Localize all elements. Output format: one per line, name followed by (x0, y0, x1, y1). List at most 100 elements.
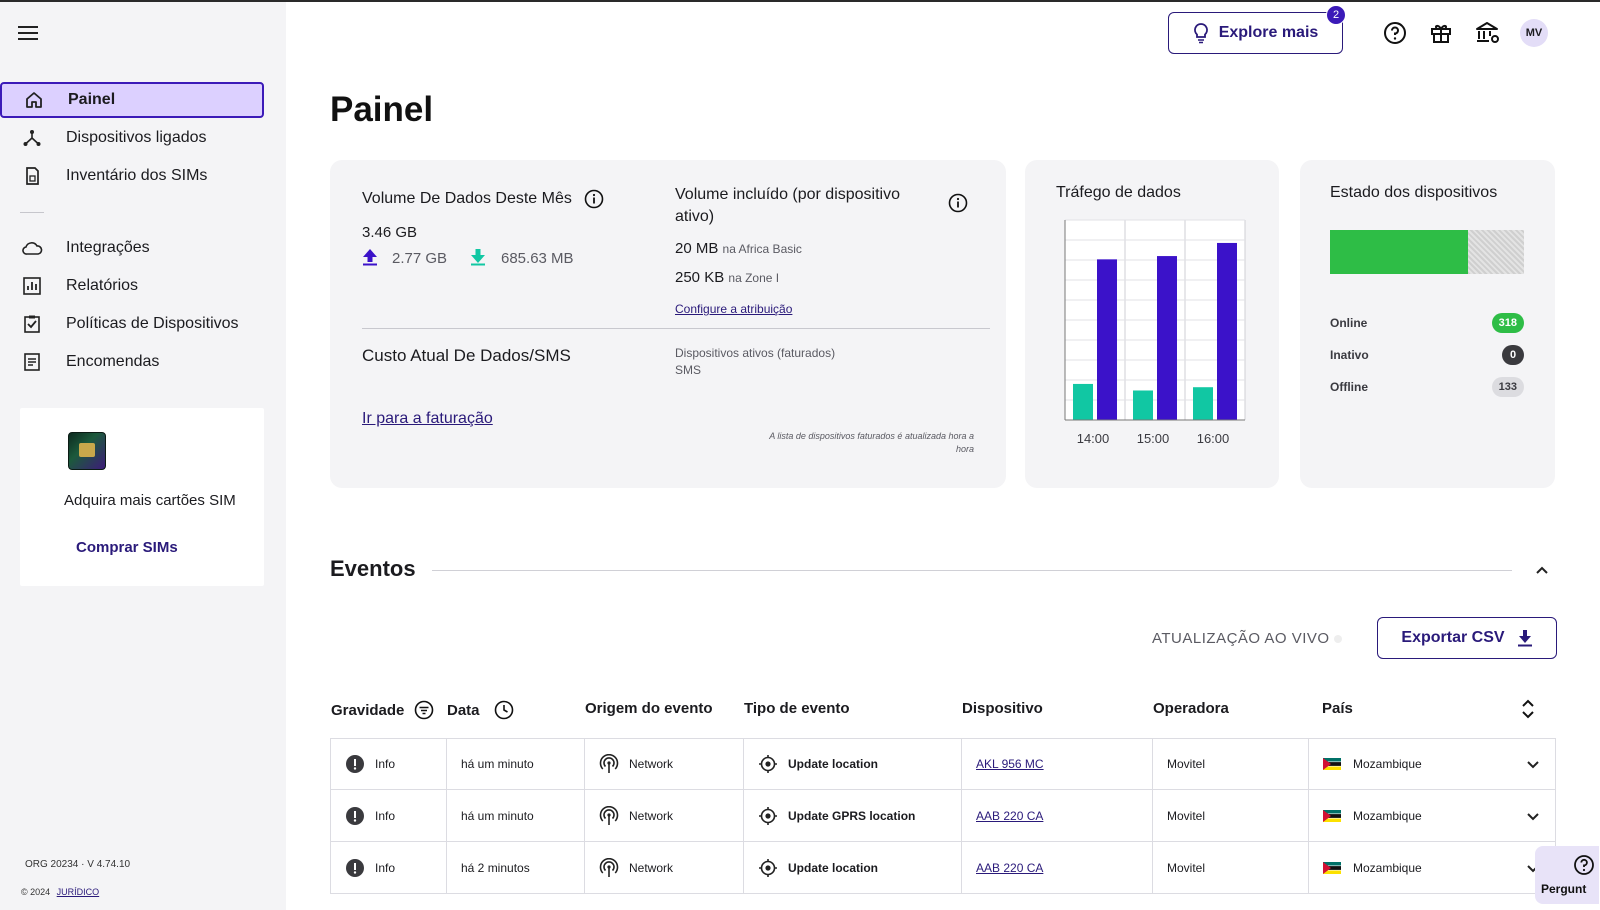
sidebar-item-relatorios[interactable]: Relatórios (0, 268, 265, 304)
sidebar-item-inventario[interactable]: Inventário dos SIMs (0, 158, 265, 194)
sidebar-item-label: Painel (68, 91, 116, 108)
export-csv-label: Exportar CSV (1401, 629, 1505, 646)
column-header-origin[interactable]: Origem do evento (585, 700, 713, 717)
column-header-device[interactable]: Dispositivo (962, 700, 1043, 717)
sidebar-item-label: Dispositivos ligados (66, 129, 207, 146)
promo-text: Adquira mais cartões SIM (64, 492, 236, 509)
column-header-type[interactable]: Tipo de evento (744, 700, 850, 717)
legal-link[interactable]: JURÍDICO (56, 887, 100, 897)
sidebar-item-painel[interactable]: Painel (0, 82, 264, 118)
data-usage-card: Volume De Dados Deste Mês 3.46 GB 2.77 G… (330, 160, 1006, 488)
device-link[interactable]: AAB 220 CA (976, 860, 1044, 875)
live-update-indicator[interactable] (1334, 635, 1342, 643)
device-link[interactable]: AKL 956 MC (976, 757, 1044, 771)
sidebar-item-dispositivos[interactable]: Dispositivos ligados (0, 120, 265, 156)
column-header-severity[interactable]: Gravidade (331, 700, 434, 720)
column-header-country[interactable]: País (1322, 700, 1353, 717)
severity-text: Info (375, 860, 396, 875)
event-type-cell: Update GPRS location (744, 790, 962, 841)
buy-sims-link[interactable]: Comprar SIMs (76, 539, 178, 556)
info-icon[interactable] (948, 193, 968, 213)
operator-cell: Movitel (1153, 739, 1309, 789)
date-cell: há um minuto (447, 790, 585, 841)
data-volume-title: Volume De Dados Deste Mês (362, 190, 572, 207)
traffic-bar-download-2[interactable] (1193, 387, 1213, 420)
table-row[interactable]: Info há 2 minutos Network Update location AA… (330, 842, 1556, 894)
column-label: Data (447, 701, 480, 719)
organization-settings-icon[interactable] (1474, 19, 1502, 47)
severity-cell: Info (331, 739, 447, 789)
traffic-x-tick-label: 15:00 (1137, 431, 1170, 446)
events-table: Info há um minuto Network Update location AK… (330, 738, 1556, 894)
chevron-up-icon[interactable] (1532, 560, 1552, 580)
origin-text: Network (629, 757, 674, 771)
device-link[interactable]: AAB 220 CA (976, 808, 1044, 823)
sidebar-item-politicas[interactable]: Políticas de Dispositivos (0, 306, 265, 342)
column-label: País (1322, 700, 1353, 717)
separator: · (81, 859, 88, 870)
go-to-billing-link[interactable]: Ir para a faturação (362, 410, 493, 427)
traffic-bar-download-1[interactable] (1133, 390, 1153, 420)
info-severity-icon (346, 755, 364, 773)
traffic-bar-download-0[interactable] (1073, 383, 1093, 420)
help-label: Pergunt (1541, 882, 1587, 896)
export-csv-button[interactable]: Exportar CSV (1377, 617, 1557, 659)
sms-label: SMS (675, 363, 702, 377)
date-text: há um minuto (461, 757, 534, 771)
configure-allocation-link[interactable]: Configure a atribuição (675, 302, 793, 316)
device-state-card: Estado dos dispositivos Online 318 Inati… (1300, 160, 1555, 488)
network-signal-icon (599, 857, 619, 877)
column-label: Tipo de evento (744, 700, 850, 717)
state-label: Offline (1330, 380, 1368, 394)
severity-cell: Info (331, 790, 447, 841)
table-row[interactable]: Info há um minuto Network Update GPRS locat… (330, 790, 1556, 842)
event-type-text: Update location (788, 860, 879, 875)
state-row-inactive: Inativo 0 (1330, 344, 1524, 366)
date-cell: há 2 minutos (447, 842, 585, 893)
country-text: Mozambique (1353, 860, 1422, 875)
help-icon[interactable] (1381, 19, 1409, 47)
column-label: Origem do evento (585, 700, 713, 717)
info-icon[interactable] (584, 189, 604, 209)
traffic-bar-upload-0[interactable] (1097, 259, 1117, 420)
page-title: Painel (330, 90, 434, 129)
upload-volume: 2.77 GB (392, 250, 448, 267)
sidebar-item-label: Integrações (66, 239, 150, 256)
sidebar-item-encomendas[interactable]: Encomendas (0, 344, 265, 380)
bar-chart-icon (20, 274, 44, 298)
sim-card-icon (20, 164, 44, 188)
menu-icon[interactable] (18, 22, 44, 48)
column-header-operator[interactable]: Operadora (1153, 700, 1229, 717)
cloud-icon (20, 236, 44, 260)
traffic-bar-upload-1[interactable] (1157, 256, 1177, 420)
country-wrap: Mozambique (1323, 809, 1422, 823)
filter-icon[interactable] (414, 700, 434, 720)
sidebar-item-integracoes[interactable]: Integrações (0, 230, 265, 266)
date-cell: há um minuto (447, 739, 585, 789)
checklist-icon (20, 312, 44, 336)
avatar[interactable]: MV (1520, 19, 1548, 47)
column-header-date[interactable]: Data (447, 700, 514, 720)
operator-cell: Movitel (1153, 842, 1309, 893)
chevron-down-icon[interactable] (1525, 756, 1541, 772)
included-line-1: 20 MB na Africa Basic (675, 240, 802, 257)
clock-icon[interactable] (494, 700, 514, 720)
traffic-title: Tráfego de dados (1056, 184, 1181, 201)
home-icon (22, 88, 46, 112)
table-row[interactable]: Info há um minuto Network Update location AK… (330, 738, 1556, 790)
operator-cell: Movitel (1153, 790, 1309, 841)
chevron-down-icon[interactable] (1525, 808, 1541, 824)
explore-more-button[interactable]: Explore mais 2 (1168, 5, 1346, 54)
sidebar-divider (20, 212, 44, 213)
sort-icon[interactable] (1519, 698, 1537, 720)
device-cell: AAB 220 CA (962, 842, 1153, 893)
info-severity-icon (346, 806, 364, 825)
event-type-cell: Update location (744, 842, 962, 893)
gift-icon[interactable] (1427, 19, 1455, 47)
notification-badge: 2 (1326, 5, 1346, 25)
traffic-bar-upload-2[interactable] (1217, 242, 1237, 420)
buy-sims-promo: Adquira mais cartões SIM Comprar SIMs (20, 408, 264, 586)
included-value: 250 KB (675, 269, 725, 286)
help-chat-button[interactable]: Pergunt (1535, 846, 1599, 904)
state-count-badge: 318 (1491, 313, 1524, 333)
